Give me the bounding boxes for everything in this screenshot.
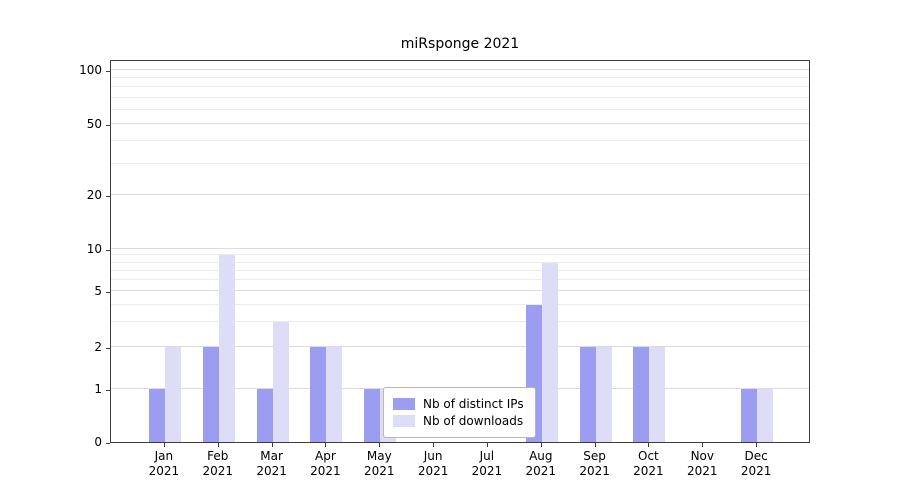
gridline-major (111, 194, 809, 196)
x-tick-label: Sep 2021 (579, 449, 610, 478)
gridline-major (111, 248, 809, 249)
y-tick-label: 100 (79, 63, 102, 78)
x-tick-label: Jan 2021 (148, 449, 180, 478)
bar-downloads (164, 346, 181, 442)
bar-distinct-ips (256, 389, 273, 442)
x-tick-mark (433, 443, 435, 447)
y-tick-mark (106, 124, 110, 126)
bar-downloads (272, 322, 289, 442)
gridline-minor (111, 86, 809, 88)
y-tick-label: 2 (94, 339, 102, 354)
bar-distinct-ips (148, 389, 165, 442)
y-tick-mark (106, 292, 110, 294)
bar-distinct-ips (741, 389, 758, 442)
x-tick-label: Jul 2021 (471, 449, 503, 478)
bar-downloads (757, 389, 774, 442)
x-tick-mark (702, 443, 704, 447)
x-tick-label: Mar 2021 (256, 449, 287, 478)
x-tick-mark (217, 443, 219, 447)
bar-downloads (595, 346, 612, 442)
y-tick-mark (106, 250, 110, 251)
y-tick-mark (106, 196, 110, 198)
x-tick-mark (163, 443, 165, 447)
gridline-minor (111, 279, 809, 281)
y-tick-label: 50 (86, 116, 102, 131)
legend-label-downloads: Nb of downloads (423, 414, 524, 428)
bar-distinct-ips (364, 389, 381, 442)
x-tick-mark (540, 443, 542, 447)
x-tick-label: Oct 2021 (633, 449, 664, 478)
x-tick-mark (594, 443, 596, 447)
legend: Nb of distinct IPs Nb of downloads (383, 387, 536, 438)
bar-downloads (218, 255, 235, 442)
y-tick-mark (106, 347, 110, 349)
gridline-minor (111, 303, 809, 305)
x-tick-label: Aug 2021 (525, 449, 557, 478)
gridline-major (111, 122, 809, 124)
legend-item-downloads: Nb of downloads (393, 414, 524, 428)
y-tick-mark (106, 390, 110, 392)
gridline-minor (111, 140, 809, 142)
x-tick-label: Jun 2021 (417, 449, 449, 478)
gridline-minor (111, 269, 809, 271)
gridline-major (111, 345, 809, 347)
y-tick-label: 1 (94, 382, 102, 397)
y-tick-label: 0 (94, 435, 102, 449)
x-tick-mark (271, 443, 273, 447)
plot-area: Nb of distinct IPs Nb of downloads (110, 60, 810, 443)
x-tick-mark (486, 443, 488, 447)
bar-downloads (326, 346, 343, 442)
x-tick-label: Feb 2021 (202, 449, 234, 478)
y-tick-label: 10 (86, 242, 102, 256)
y-tick-label: 20 (86, 188, 102, 203)
y-tick-mark (106, 443, 110, 444)
gridline-minor (111, 96, 809, 98)
legend-swatch-downloads (393, 415, 415, 427)
gridline-major (111, 290, 809, 292)
bar-downloads (541, 262, 558, 442)
y-tick-label: 5 (94, 284, 102, 299)
bar-distinct-ips (579, 346, 596, 442)
bar-distinct-ips (310, 346, 327, 442)
x-tick-mark (379, 443, 381, 447)
gridline-minor (111, 254, 809, 256)
bar-distinct-ips (633, 346, 650, 442)
gridline-minor (111, 321, 809, 323)
bar-distinct-ips (202, 346, 219, 442)
bar-downloads (649, 346, 666, 442)
x-tick-label: Dec 2021 (740, 449, 772, 478)
legend-item-distinct-ips: Nb of distinct IPs (393, 397, 524, 411)
x-tick-mark (325, 443, 327, 447)
x-tick-mark (756, 443, 758, 447)
chart-title: miRsponge 2021 (400, 36, 520, 52)
x-tick-label: Nov 2021 (687, 449, 718, 478)
gridline-major (111, 69, 809, 71)
gridline-minor (111, 77, 809, 79)
gridline-minor (111, 261, 809, 263)
y-tick-mark (106, 71, 110, 73)
gridline-minor (111, 162, 809, 164)
legend-label-distinct-ips: Nb of distinct IPs (423, 397, 524, 411)
legend-swatch-distinct-ips (393, 398, 415, 410)
x-tick-mark (648, 443, 650, 447)
gridline-minor (111, 108, 809, 110)
x-tick-label: May 2021 (364, 449, 395, 478)
x-tick-label: Apr 2021 (310, 449, 341, 478)
